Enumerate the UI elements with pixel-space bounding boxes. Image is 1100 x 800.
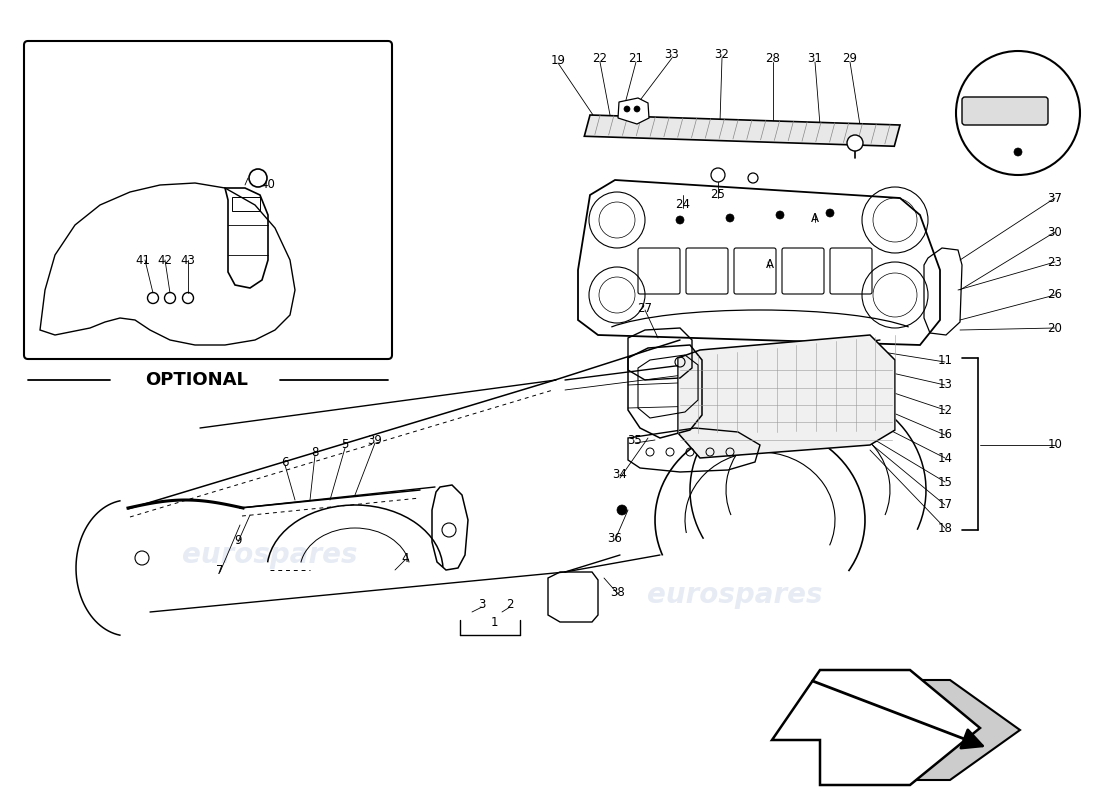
Circle shape (956, 51, 1080, 175)
Circle shape (847, 135, 864, 151)
Text: 19: 19 (550, 54, 565, 66)
Circle shape (624, 106, 630, 112)
Text: 39: 39 (367, 434, 383, 446)
Circle shape (617, 505, 627, 515)
Text: 42: 42 (157, 254, 173, 266)
Text: 32: 32 (715, 49, 729, 62)
Text: 25: 25 (711, 189, 725, 202)
Text: 33: 33 (664, 49, 680, 62)
Text: 21: 21 (628, 51, 643, 65)
Text: 27: 27 (638, 302, 652, 314)
Circle shape (711, 168, 725, 182)
Text: 24: 24 (675, 198, 691, 211)
Text: 18: 18 (937, 522, 953, 534)
Text: 5: 5 (341, 438, 349, 451)
Text: 9: 9 (234, 534, 242, 546)
Text: 20: 20 (1047, 322, 1063, 334)
Text: 38: 38 (610, 586, 626, 598)
Circle shape (1014, 148, 1022, 156)
Polygon shape (618, 98, 649, 124)
Text: eurospares: eurospares (647, 581, 823, 609)
Text: 15: 15 (937, 475, 953, 489)
Circle shape (748, 173, 758, 183)
Text: 2: 2 (506, 598, 514, 611)
Circle shape (249, 169, 267, 187)
Text: A: A (766, 258, 774, 271)
Text: 43: 43 (180, 254, 196, 266)
FancyBboxPatch shape (962, 97, 1048, 125)
Text: 23: 23 (1047, 255, 1063, 269)
Text: 14: 14 (937, 451, 953, 465)
Text: 26: 26 (1047, 289, 1063, 302)
Circle shape (776, 211, 784, 219)
Text: 6: 6 (282, 455, 288, 469)
Text: 8: 8 (311, 446, 319, 458)
Text: 4: 4 (402, 551, 409, 565)
Circle shape (634, 106, 640, 112)
Text: 3: 3 (478, 598, 486, 611)
FancyBboxPatch shape (24, 41, 392, 359)
Text: 11: 11 (937, 354, 953, 366)
Text: 17: 17 (937, 498, 953, 511)
Text: 36: 36 (607, 531, 623, 545)
Text: OPTIONAL: OPTIONAL (145, 371, 249, 389)
Text: 1: 1 (491, 615, 497, 629)
Polygon shape (772, 670, 980, 785)
Text: 40: 40 (261, 178, 275, 191)
Text: 7: 7 (217, 563, 223, 577)
Polygon shape (780, 680, 1020, 780)
Text: 30: 30 (1047, 226, 1063, 238)
Text: 34: 34 (613, 469, 627, 482)
Text: 28: 28 (766, 51, 780, 65)
Polygon shape (678, 335, 895, 458)
Text: eurospares: eurospares (183, 541, 358, 569)
Text: 12: 12 (937, 403, 953, 417)
Text: 29: 29 (843, 51, 858, 65)
Text: 22: 22 (593, 51, 607, 65)
Text: 16: 16 (937, 429, 953, 442)
Text: 41: 41 (135, 254, 151, 266)
Circle shape (726, 214, 734, 222)
Circle shape (676, 216, 684, 224)
Text: 31: 31 (807, 51, 823, 65)
Text: A: A (811, 211, 819, 225)
Text: 35: 35 (628, 434, 642, 446)
Text: 37: 37 (1047, 191, 1063, 205)
Circle shape (826, 209, 834, 217)
Text: 13: 13 (937, 378, 953, 391)
Text: 10: 10 (1047, 438, 1063, 451)
Polygon shape (584, 115, 900, 146)
